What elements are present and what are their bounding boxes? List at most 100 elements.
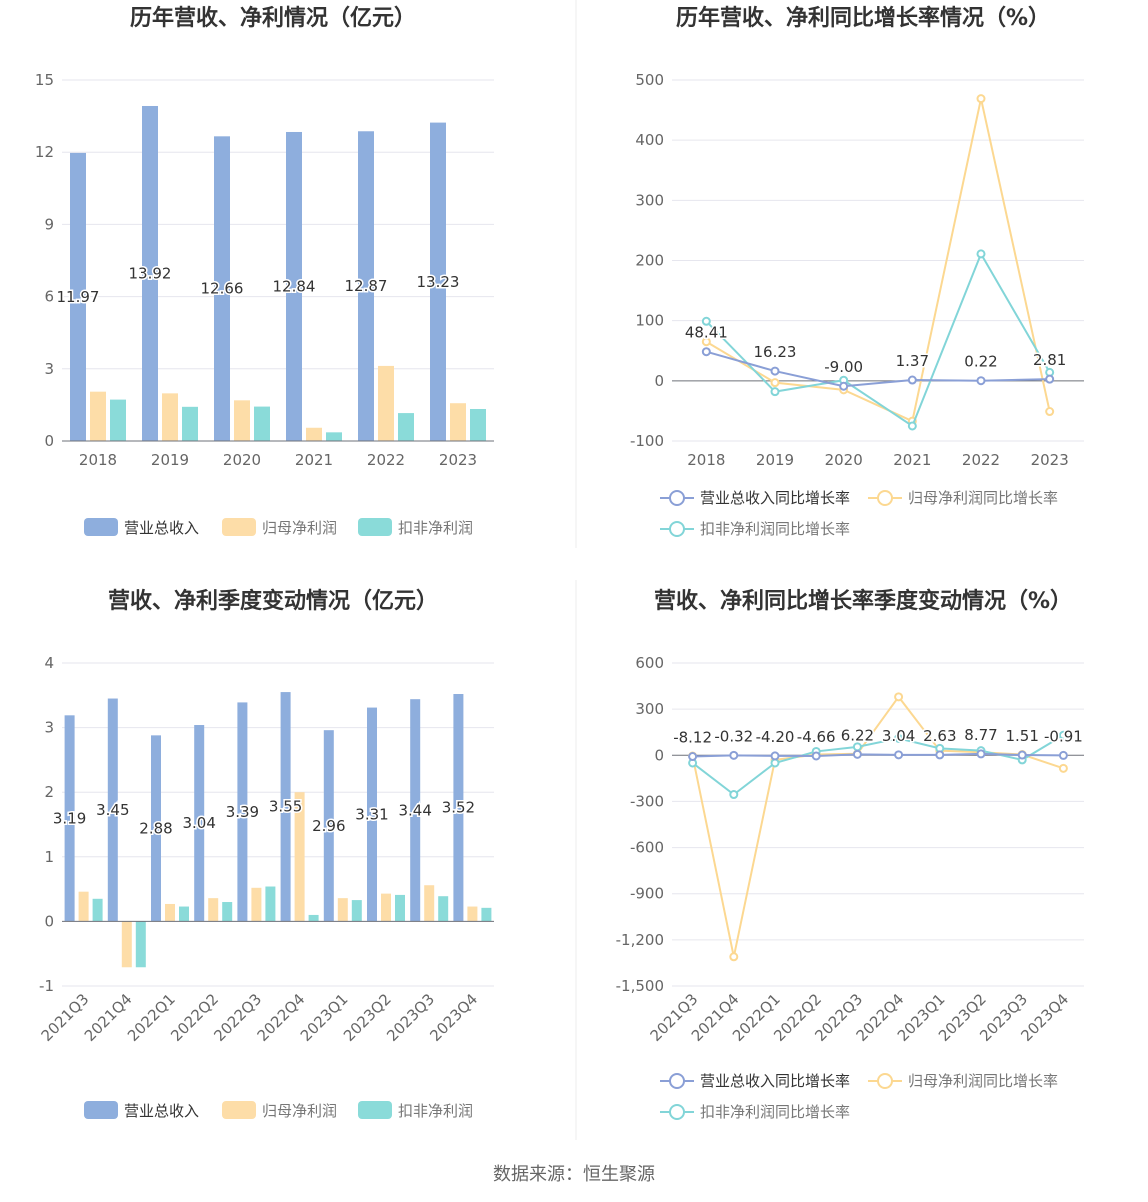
bar xyxy=(424,885,435,922)
y-tick-label: 600 xyxy=(635,654,664,672)
y-tick-label: 15 xyxy=(35,71,54,89)
y-tick-label: 0 xyxy=(44,912,54,930)
line-value-label: 16.23 xyxy=(754,343,797,361)
y-tick-label: 2 xyxy=(44,783,54,801)
bar-value-label: 3.55 xyxy=(269,798,302,816)
x-tick-label: 2019 xyxy=(151,451,189,469)
x-tick-label: 2018 xyxy=(687,451,725,469)
x-tick-label: 2023 xyxy=(1031,451,1069,469)
series-line xyxy=(691,695,1064,957)
y-tick-label: 4 xyxy=(44,654,54,672)
y-tick-label: -1,500 xyxy=(616,977,664,995)
bar xyxy=(294,792,305,922)
series-point xyxy=(729,790,739,800)
bar-value-label: 3.04 xyxy=(182,814,215,832)
series-point xyxy=(907,375,917,385)
legend-label: 归母净利润 xyxy=(262,519,337,537)
series-point xyxy=(701,316,711,326)
series-point xyxy=(1058,750,1068,760)
bar xyxy=(165,903,175,922)
legend-swatch xyxy=(222,1101,256,1119)
bar-value-label: 3.31 xyxy=(355,805,388,823)
series-point xyxy=(894,733,904,743)
y-tick-label: 100 xyxy=(635,312,664,330)
y-tick-label: -1,200 xyxy=(616,931,664,949)
y-tick-label: -300 xyxy=(630,792,664,810)
legend-label: 营业总收入同比增长率 xyxy=(700,489,850,507)
annual-amounts-chart: 历年营收、净利情况（亿元） 0 3 6 9 12 15 2018 2019 2020 2021 202… xyxy=(35,5,494,537)
legend-label: 扣非净利润同比增长率 xyxy=(700,520,850,538)
bar xyxy=(308,914,319,922)
bar xyxy=(367,707,377,922)
legend-marker xyxy=(877,1073,893,1089)
series-point xyxy=(770,751,780,761)
bar xyxy=(410,699,421,922)
bar xyxy=(438,896,449,922)
bar xyxy=(450,403,466,441)
bar xyxy=(110,399,126,441)
y-tick-label: 0 xyxy=(44,432,54,450)
legend-label: 归母净利润 xyxy=(262,1102,337,1120)
legend-marker xyxy=(669,1073,685,1089)
chart-title: 营收、净利同比增长率季度变动情况（%） xyxy=(654,588,1072,614)
bar xyxy=(378,365,394,441)
series-point xyxy=(976,749,986,759)
bar xyxy=(286,131,302,441)
bar-value-label: 12.84 xyxy=(273,277,316,295)
bar xyxy=(265,886,276,922)
bar xyxy=(326,432,342,441)
y-tick-label: -600 xyxy=(630,839,664,857)
bar xyxy=(78,891,89,922)
legend-swatch xyxy=(84,518,118,536)
legend-label: 营业总收入 xyxy=(124,1102,199,1120)
series-line xyxy=(705,98,1051,423)
bar xyxy=(351,900,362,922)
legend-label: 扣非净利润 xyxy=(398,519,473,537)
bar xyxy=(151,735,161,922)
line-value-label: 0.22 xyxy=(964,353,997,371)
x-tick-label: 2021 xyxy=(295,451,333,469)
bar-value-label: 3.39 xyxy=(226,803,259,821)
y-tick-label: 300 xyxy=(635,191,664,209)
chart-title: 营收、净利季度变动情况（亿元） xyxy=(108,588,438,614)
series-point xyxy=(894,692,904,702)
y-tick-label: 1 xyxy=(44,848,54,866)
legend-marker xyxy=(669,521,685,537)
bar xyxy=(182,406,198,441)
bar-value-label: 2.88 xyxy=(139,819,172,837)
series-point xyxy=(907,421,917,431)
bar-value-label: 12.87 xyxy=(345,277,388,295)
line-value-label: 1.51 xyxy=(1005,727,1038,745)
x-tick-label: 2023Q4 xyxy=(426,990,481,1045)
bar xyxy=(381,893,391,922)
line-value-label: -0.91 xyxy=(1044,727,1083,745)
legend-label: 扣非净利润同比增长率 xyxy=(700,1103,850,1121)
line-value-label: -4.66 xyxy=(797,728,836,746)
quarterly-amounts-chart: 营收、净利季度变动情况（亿元）-1012342021Q32021Q42022Q1… xyxy=(38,588,494,1120)
series-point xyxy=(1058,763,1068,773)
x-tick-label: 2020 xyxy=(825,451,863,469)
bar xyxy=(222,902,233,922)
y-tick-label: 0 xyxy=(654,746,664,764)
series-point xyxy=(976,376,986,386)
line-value-label: -4.20 xyxy=(756,728,795,746)
series-line xyxy=(705,251,1051,428)
bar xyxy=(107,698,118,922)
x-tick-label: 2021 xyxy=(893,451,931,469)
bar xyxy=(92,898,103,922)
bar xyxy=(234,400,250,441)
series-line xyxy=(706,350,1050,388)
bar xyxy=(254,406,270,441)
bar xyxy=(142,105,158,441)
bar-value-label: 3.52 xyxy=(442,799,475,817)
x-tick-label: 2019 xyxy=(756,451,794,469)
bar xyxy=(430,122,446,442)
bar xyxy=(162,393,178,441)
bar xyxy=(208,898,219,922)
bar xyxy=(179,906,189,922)
data-source-note: 数据来源：恒生聚源 xyxy=(493,1164,655,1185)
legend-marker xyxy=(669,1104,685,1120)
chart-title: 历年营收、净利同比增长率情况（%） xyxy=(676,5,1050,31)
line-value-label: -0.32 xyxy=(714,727,753,745)
bar-value-label: 3.45 xyxy=(96,801,129,819)
